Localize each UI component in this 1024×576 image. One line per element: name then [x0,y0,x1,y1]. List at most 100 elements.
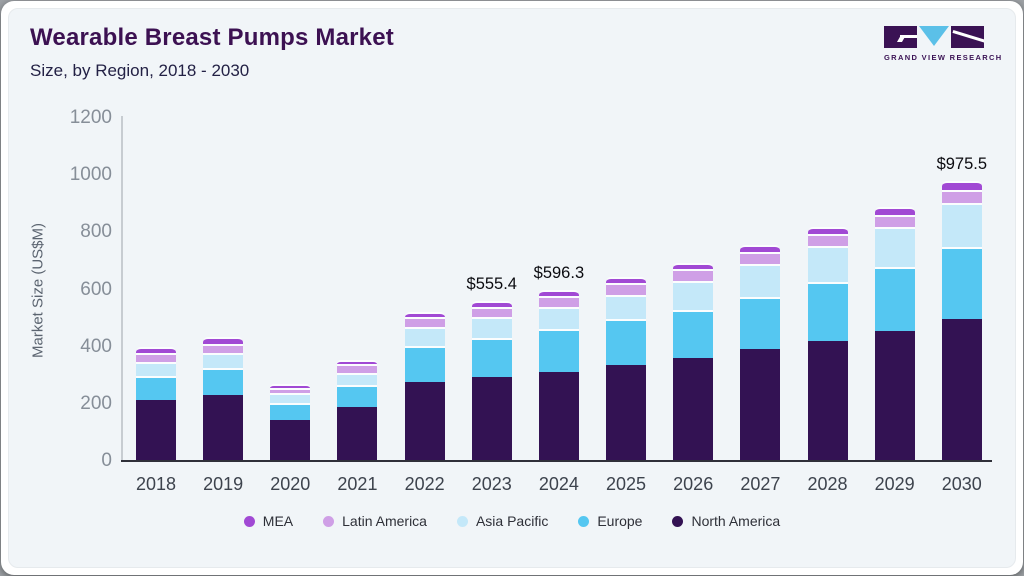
bar-2030 [941,181,982,460]
bar-segment-europe[interactable] [136,375,176,400]
bar-segment-latin-america[interactable] [740,251,781,265]
bar-segment-north-america[interactable] [606,365,647,460]
x-axis-label-2019: 2019 [203,474,244,494]
logo-letter-r-icon [951,26,984,48]
bar-segment-latin-america[interactable] [538,295,579,307]
bar-segment-latin-america[interactable] [203,343,244,354]
report-card [8,8,1016,568]
x-axis-label-2030: 2030 [941,474,982,494]
x-axis-label-2022: 2022 [404,474,445,494]
bar-segment-asia-pacific[interactable] [471,316,512,338]
bar-value-label: $555.4 [466,275,517,294]
bar-segment-europe[interactable] [740,296,781,350]
bar-2019 [203,337,244,460]
bar-segment-north-america[interactable] [270,419,311,460]
bar-segment-north-america[interactable] [203,394,244,460]
bar-value-label: $975.5 [936,155,988,174]
bar-segment-europe[interactable] [673,309,714,358]
bar-segment-mea[interactable] [740,245,781,252]
legend-item-asia-pacific[interactable]: Asia Pacific [456,513,548,529]
bar-segment-latin-america[interactable] [874,215,915,228]
bar-segment-europe[interactable] [471,337,512,378]
legend-item-mea[interactable]: MEA [243,513,294,529]
x-axis-label-2028: 2028 [807,474,848,494]
bar-segment-latin-america[interactable] [471,307,512,317]
bar-segment-europe[interactable] [337,384,378,407]
bar-segment-asia-pacific[interactable] [807,245,848,283]
bar-segment-mea[interactable] [471,301,512,308]
bar-segment-latin-america[interactable] [941,189,982,203]
bar-segment-asia-pacific[interactable] [136,361,176,376]
bar-segment-latin-america[interactable] [404,317,445,327]
bar-segment-mea[interactable] [673,262,714,270]
x-axis-line [121,460,992,462]
bar-segment-asia-pacific[interactable] [270,393,311,404]
bar-segment-mea[interactable] [270,383,311,388]
bar-segment-north-america[interactable] [337,406,378,460]
y-axis-tick-label: 1000 [69,164,112,186]
bar-segment-europe[interactable] [874,266,915,332]
bar-segment-mea[interactable] [203,337,244,344]
legend-label: MEA [262,513,294,529]
bar-segment-mea[interactable] [538,289,579,296]
bar-segment-europe[interactable] [538,329,579,372]
bar-segment-latin-america[interactable] [673,269,714,282]
bar-segment-europe[interactable] [404,345,445,383]
bar-segment-north-america[interactable] [740,349,781,460]
bar-segment-north-america[interactable] [941,319,982,460]
bar-value-label: $596.3 [533,263,585,282]
page-subtitle: Size, by Region, 2018 - 2030 [30,61,250,80]
bar-segment-north-america[interactable] [538,371,579,460]
bar-segment-asia-pacific[interactable] [874,227,915,267]
y-axis-line [121,116,123,461]
bar-segment-mea[interactable] [337,359,378,365]
legend-color-dot [456,515,468,527]
bar-segment-asia-pacific[interactable] [740,264,781,297]
bar-segment-mea[interactable] [404,311,445,318]
page-title: Wearable Breast Pumps Market [30,24,394,51]
bar-segment-latin-america[interactable] [606,283,647,295]
bar-segment-europe[interactable] [606,319,647,366]
logo-letter-v-icon [919,26,949,46]
bar-segment-asia-pacific[interactable] [673,281,714,310]
bar-segment-north-america[interactable] [874,331,915,460]
gvr-logo-icon [884,26,984,49]
bar-2024 [538,289,579,460]
bar-segment-asia-pacific[interactable] [941,203,982,248]
bar-segment-latin-america[interactable] [270,387,311,394]
bar-segment-north-america[interactable] [471,377,512,460]
bar-2018 [136,347,176,460]
bar-segment-north-america[interactable] [673,357,714,460]
bar-segment-asia-pacific[interactable] [337,372,378,385]
bar-segment-north-america[interactable] [807,341,848,460]
logo-letter-g-icon [884,26,917,48]
bar-segment-mea[interactable] [874,207,915,216]
bar-segment-asia-pacific[interactable] [404,326,445,346]
logo-brand-text: GRAND VIEW RESEARCH [884,53,1003,62]
bar-segment-europe[interactable] [807,282,848,342]
bar-segment-europe[interactable] [270,403,311,420]
bar-segment-asia-pacific[interactable] [203,353,244,369]
grand-view-research-logo: GRAND VIEW RESEARCH [884,26,1003,62]
bar-segment-latin-america[interactable] [337,364,378,373]
bar-segment-mea[interactable] [941,181,982,190]
legend-item-europe[interactable]: Europe [578,513,642,529]
bar-segment-asia-pacific[interactable] [538,306,579,330]
bar-segment-mea[interactable] [136,347,176,354]
y-axis-tick-label: 400 [80,335,112,357]
legend-item-north-america[interactable]: North America [672,513,780,529]
bar-segment-asia-pacific[interactable] [606,294,647,320]
bar-segment-latin-america[interactable] [807,234,848,246]
legend-item-latin-america[interactable]: Latin America [323,513,427,529]
bar-segment-mea[interactable] [807,227,848,235]
y-axis-tick-label: 800 [80,221,112,243]
bar-segment-north-america[interactable] [136,399,176,460]
legend-label: North America [691,513,781,529]
bar-segment-europe[interactable] [941,247,982,320]
bar-segment-north-america[interactable] [404,382,445,460]
bar-segment-latin-america[interactable] [136,353,176,362]
bar-segment-mea[interactable] [606,277,647,284]
x-axis-label-2026: 2026 [673,474,714,494]
x-axis-label-2027: 2027 [740,474,781,494]
bar-segment-europe[interactable] [203,368,244,395]
